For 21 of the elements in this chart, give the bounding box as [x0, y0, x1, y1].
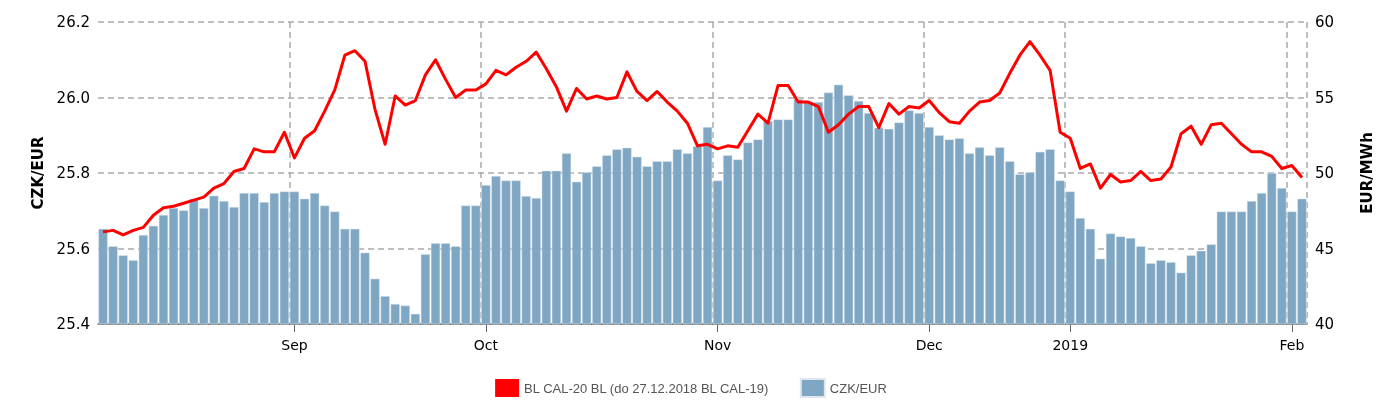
legend-label: CZK/EUR: [829, 380, 887, 396]
line-series: [101, 40, 1304, 237]
y-tick-label: 26.2: [56, 13, 90, 31]
y2-tick-label: 50: [1315, 164, 1335, 182]
y-tick-label: 25.4: [56, 315, 90, 333]
legend-label: BL CAL-20 BL (do 27.12.2018 BL CAL-19): [524, 380, 769, 396]
y-tick-label: 26.0: [56, 88, 90, 107]
x-tick-label: Nov: [703, 337, 732, 353]
y2-axis-title: EUR/MWh: [1357, 132, 1376, 214]
x-tick-label: Dec: [915, 337, 943, 353]
y2-tick-label: 40: [1315, 315, 1335, 333]
y2-tick-label: 60: [1315, 13, 1335, 31]
x-tick-label: Feb: [1279, 337, 1305, 353]
y-tick-label: 25.6: [56, 239, 90, 258]
x-tick-label: 2019: [1052, 337, 1089, 353]
y-axis-title: CZK/EUR: [29, 136, 48, 210]
x-tick-label: Oct: [473, 337, 499, 353]
x-tick-label: Sep: [281, 337, 308, 353]
y2-tick-label: 45: [1315, 239, 1335, 258]
y2-tick-label: 55: [1315, 88, 1335, 107]
y-tick-label: 25.8: [56, 164, 90, 182]
